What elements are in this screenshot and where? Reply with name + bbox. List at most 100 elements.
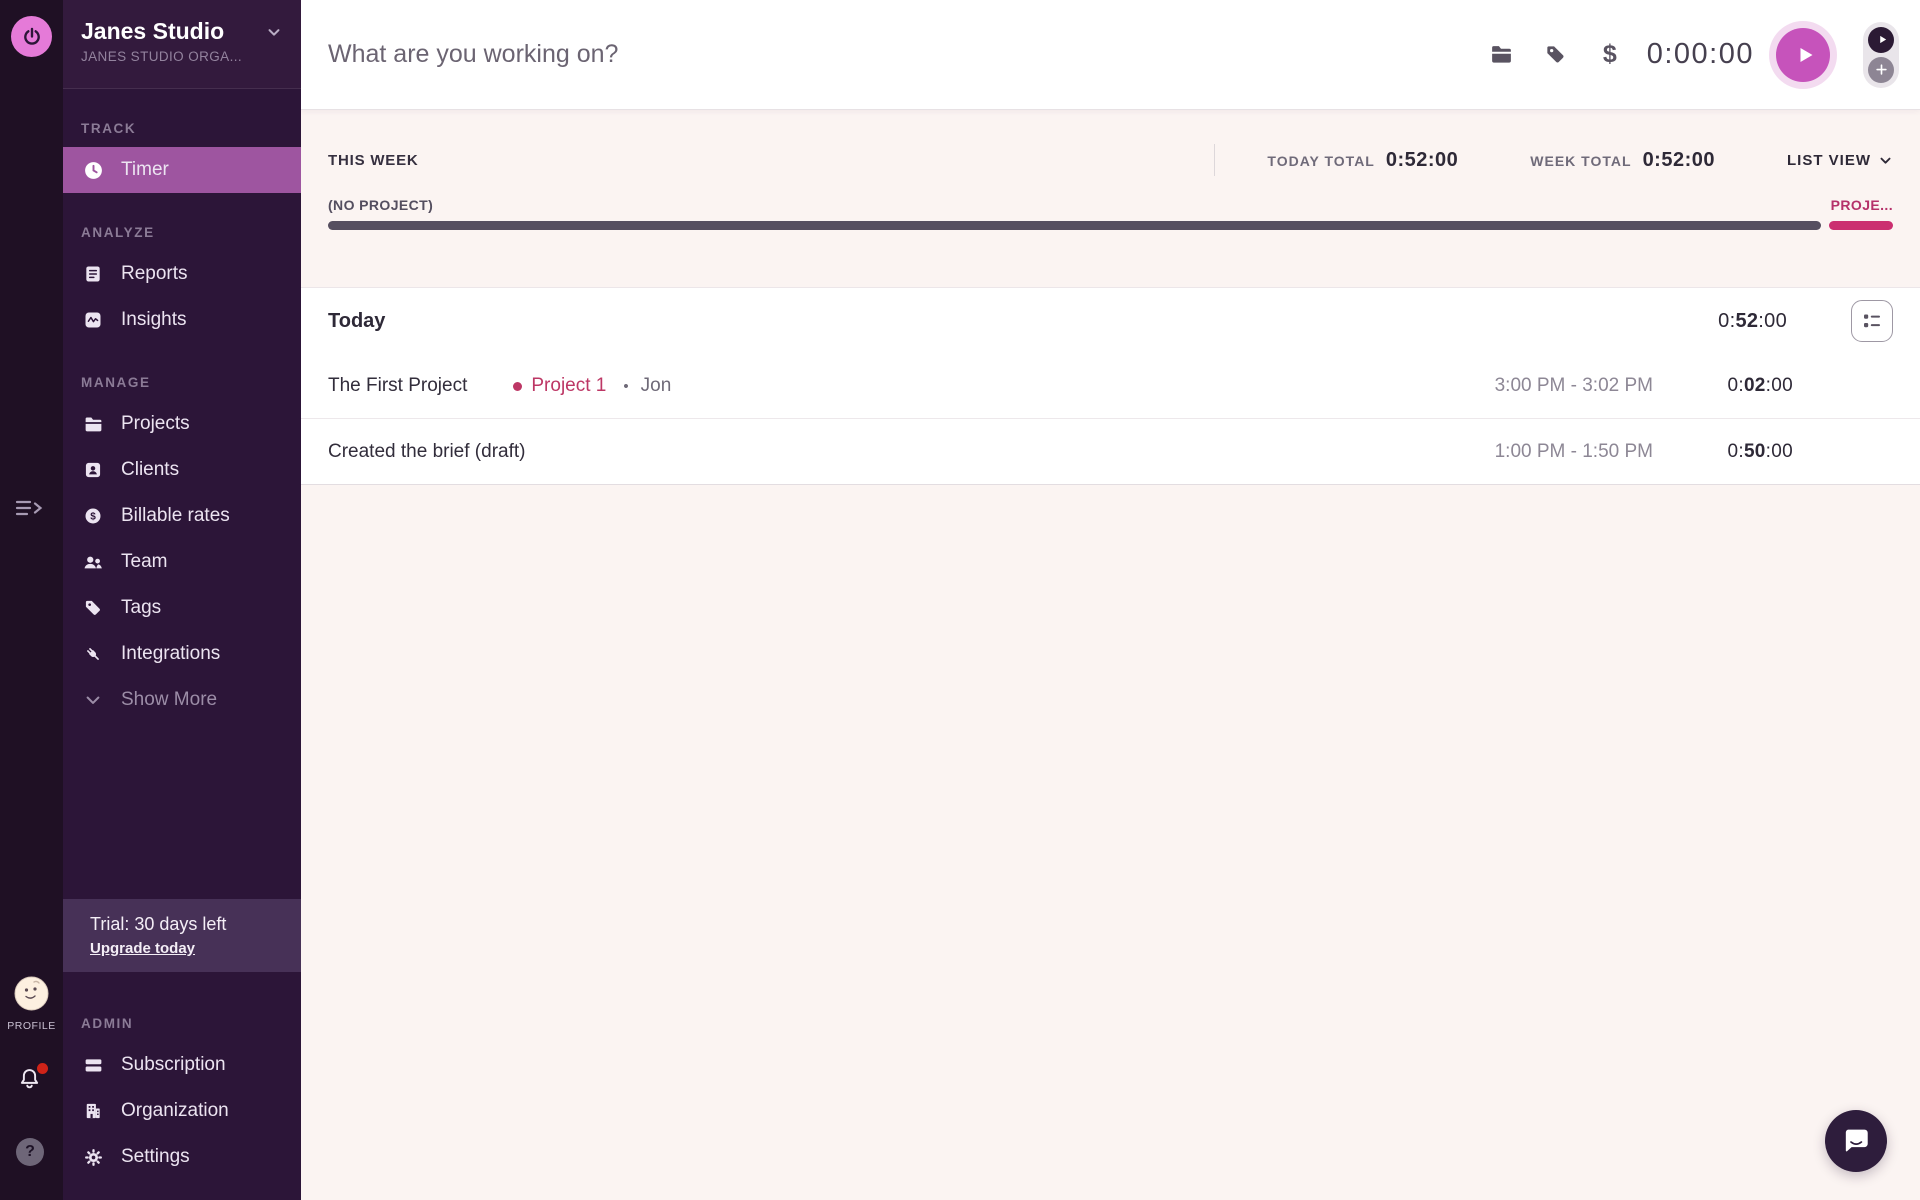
entry-duration: 0:50:00: [1727, 440, 1793, 462]
timer-bar: $ 0:00:00: [301, 0, 1920, 110]
sidebar-item-label: Integrations: [121, 643, 221, 664]
no-project-label: (NO PROJECT): [328, 197, 434, 213]
sidebar-item-clients[interactable]: Clients: [63, 447, 301, 493]
manual-mode-button[interactable]: [1868, 56, 1894, 83]
sidebar-item-tags[interactable]: Tags: [63, 585, 301, 631]
section-label-analyze: ANALYZE: [81, 225, 155, 240]
plus-icon: [1874, 62, 1889, 77]
collapse-sidebar-icon[interactable]: [13, 494, 47, 527]
upgrade-link[interactable]: Upgrade today: [90, 940, 196, 957]
project-name: Project 1: [531, 375, 607, 396]
time-entry-row[interactable]: The First Project Project 1 • Jon 3:00 P…: [301, 354, 1920, 419]
sidebar-spacer: [63, 723, 301, 899]
sidebar-item-label: Timer: [121, 159, 169, 180]
chevron-down-icon: [265, 23, 283, 41]
building-icon: [81, 1101, 105, 1121]
trial-text: Trial: 30 days left: [90, 914, 227, 934]
entry-description: The First Project: [328, 375, 468, 396]
help-icon[interactable]: ?: [16, 1138, 44, 1166]
sidebar-item-label: Insights: [121, 309, 187, 330]
left-rail: PROFILE ?: [0, 0, 63, 1200]
time-entry-row[interactable]: Created the brief (draft) 1:00 PM - 1:50…: [301, 419, 1920, 484]
sidebar-item-team[interactable]: Team: [63, 539, 301, 585]
section-label-admin: ADMIN: [81, 1016, 134, 1031]
separator-dot: •: [623, 377, 629, 395]
clock-icon: [81, 160, 105, 181]
start-timer-button[interactable]: [1776, 27, 1830, 82]
notification-dot: [37, 1063, 48, 1074]
sidebar-item-billable-rates[interactable]: $ Billable rates: [63, 493, 301, 539]
sidebar-item-integrations[interactable]: Integrations: [63, 631, 301, 677]
day-card: Today 0:52:00 The First Project Project …: [301, 287, 1920, 485]
day-title: Today: [328, 309, 386, 332]
list-view-icon: [1862, 311, 1882, 331]
entry-project-chip[interactable]: Project 1: [513, 375, 606, 397]
organization-name: JANES STUDIO ORGA...: [81, 49, 243, 64]
credit-card-icon: [81, 1055, 105, 1076]
day-total-duration: 0:52:00: [1718, 309, 1787, 332]
sidebar-item-reports[interactable]: Reports: [63, 251, 301, 297]
day-header: Today 0:52:00: [301, 288, 1920, 354]
billable-icon[interactable]: $: [1602, 40, 1617, 68]
week-summary: THIS WEEK TODAY TOTAL 0:52:00 WEEK TOTAL…: [301, 110, 1920, 287]
entry-description: Created the brief (draft): [328, 440, 526, 462]
dollar-circle-icon: $: [81, 506, 105, 526]
week-progress-no-project: [328, 221, 1821, 230]
brand-power-button[interactable]: [11, 16, 52, 57]
workspace-switcher[interactable]: Janes Studio JANES STUDIO ORGA...: [63, 0, 301, 89]
folder-icon[interactable]: [1489, 42, 1514, 67]
divider: [1214, 144, 1216, 176]
play-icon: [1877, 34, 1888, 45]
sidebar-item-subscription[interactable]: Subscription: [63, 1042, 301, 1088]
sidebar-nav: TRACK Timer ANALYZE Reports Insights: [63, 89, 301, 723]
notifications-button[interactable]: [16, 1063, 48, 1096]
sidebar-item-show-more[interactable]: Show More: [63, 677, 301, 723]
timer-duration: 0:00:00: [1646, 38, 1754, 70]
help-glyph: ?: [25, 1143, 35, 1160]
section-label-track: TRACK: [81, 121, 137, 136]
tag-icon[interactable]: [1544, 43, 1567, 66]
sidebar-item-label: Subscription: [121, 1054, 226, 1075]
sidebar-item-label: Clients: [121, 459, 180, 480]
main-area: $ 0:00:00: [301, 0, 1920, 1200]
today-total: TODAY TOTAL 0:52:00: [1267, 149, 1458, 172]
entry-view-toggle-button[interactable]: [1851, 300, 1893, 342]
section-label-manage: MANAGE: [81, 375, 151, 390]
view-switcher-dropdown[interactable]: LIST VIEW: [1787, 152, 1893, 169]
today-total-label: TODAY TOTAL: [1267, 152, 1375, 169]
view-switcher-label: LIST VIEW: [1787, 151, 1871, 169]
timer-mode-toggle: [1863, 21, 1899, 88]
avatar[interactable]: [14, 976, 49, 1016]
entry-duration: 0:02:00: [1727, 375, 1793, 396]
today-total-value: 0:52:00: [1385, 148, 1459, 171]
sidebar-item-insights[interactable]: Insights: [63, 297, 301, 343]
week-total-label: WEEK TOTAL: [1530, 152, 1632, 169]
entry-member: Jon: [640, 375, 672, 396]
timer-mode-button[interactable]: [1868, 26, 1894, 53]
week-title: THIS WEEK: [328, 151, 419, 169]
week-progress-bar: [328, 221, 1893, 230]
sidebar-item-label: Tags: [121, 597, 162, 618]
sidebar-item-label: Projects: [121, 413, 190, 434]
week-total: WEEK TOTAL 0:52:00: [1530, 149, 1715, 172]
chat-launcher-button[interactable]: [1825, 1110, 1887, 1172]
sidebar-item-label: Settings: [121, 1146, 190, 1167]
project-label: PROJE...: [1830, 197, 1893, 213]
trial-banner: Trial: 30 days left Upgrade today: [63, 899, 301, 972]
sidebar-item-organization[interactable]: Organization: [63, 1088, 301, 1134]
tag-icon: [81, 598, 105, 618]
sidebar-item-timer[interactable]: Timer: [63, 147, 301, 193]
svg-text:$: $: [90, 512, 96, 523]
admin-section: ADMIN Subscription Organization Settings: [63, 1016, 301, 1200]
task-description-input[interactable]: [328, 40, 1489, 69]
sidebar-item-label: Show More: [121, 689, 218, 710]
gear-icon: [81, 1147, 105, 1168]
week-progress-project: [1828, 221, 1893, 230]
folder-icon: [81, 414, 105, 435]
sidebar-item-projects[interactable]: Projects: [63, 401, 301, 447]
sidebar-item-label: Organization: [121, 1100, 229, 1121]
sidebar-item-settings[interactable]: Settings: [63, 1134, 301, 1180]
team-icon: [81, 551, 105, 573]
power-icon: [21, 26, 43, 48]
